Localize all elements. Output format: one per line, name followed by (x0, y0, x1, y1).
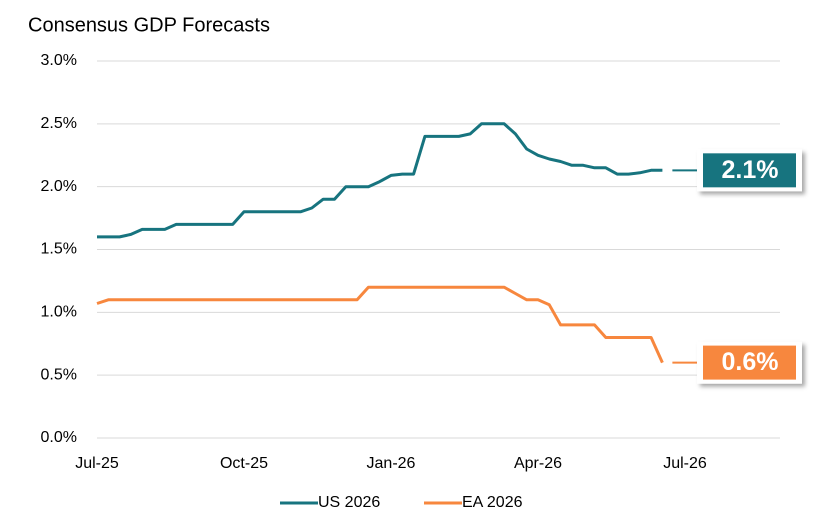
y-tick-label: 3.0% (41, 52, 77, 69)
y-tick-label: 1.5% (41, 241, 77, 258)
label-fill (703, 153, 796, 188)
legend-label: EA 2026 (462, 494, 523, 511)
y-tick-label: 1.0% (41, 304, 77, 321)
legend-label: US 2026 (318, 494, 380, 511)
y-tick-label: 0.0% (41, 429, 77, 446)
end-label-box: 0.6% (672, 341, 802, 384)
x-tick-label: Jul-25 (75, 455, 119, 472)
line-series (97, 122, 663, 239)
x-tick-label: Jan-26 (367, 455, 416, 472)
chart-title: Consensus GDP Forecasts (28, 14, 270, 36)
x-tick-label: Apr-26 (514, 455, 562, 472)
end-label-box: 2.1% (672, 149, 802, 192)
label-fill (703, 345, 796, 380)
x-tick-label: Oct-25 (220, 455, 268, 472)
y-tick-label: 2.5% (41, 115, 77, 132)
end-label: 2.1% (722, 156, 779, 184)
y-tick-label: 0.5% (41, 366, 77, 383)
end-label: 0.6% (722, 348, 779, 376)
x-tick-label: Jul-26 (663, 455, 707, 472)
line-series (96, 285, 664, 364)
y-tick-label: 2.0% (41, 178, 77, 195)
